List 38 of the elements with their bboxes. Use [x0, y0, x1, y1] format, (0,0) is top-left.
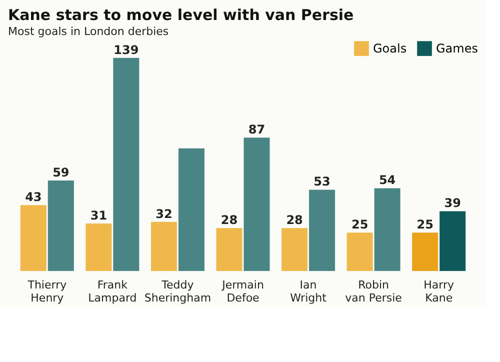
- bar: [412, 232, 438, 271]
- data-label: 25: [416, 218, 434, 232]
- bar: [216, 228, 242, 271]
- data-label: 53: [314, 174, 330, 189]
- bar: [282, 228, 308, 271]
- chart-title: Kane stars to move level with van Persie: [8, 6, 354, 24]
- data-label: 43: [25, 190, 42, 204]
- bar: [48, 180, 74, 271]
- data-label: 59: [52, 166, 70, 180]
- bar: [244, 138, 270, 271]
- x-tick-label: Jermain Defoe: [221, 278, 264, 304]
- data-label: 32: [156, 206, 172, 221]
- bar: [346, 232, 373, 271]
- data-label: 54: [378, 173, 396, 188]
- x-tick-label: Robin van Persie: [345, 278, 402, 304]
- chart-subtitle: Most goals in London derbies: [8, 25, 169, 38]
- data-label: 87: [248, 122, 266, 137]
- legend-label: Goals: [373, 42, 407, 56]
- bar: [86, 223, 112, 271]
- x-tick-label: Teddy Sheringham: [144, 278, 212, 304]
- x-tick-label: Frank Lampard: [88, 278, 137, 304]
- bar: [178, 148, 204, 271]
- bar: [309, 190, 336, 271]
- data-label: 25: [351, 218, 368, 232]
- data-label: 28: [286, 213, 303, 228]
- data-label: 28: [220, 213, 238, 228]
- data-label: 39: [444, 196, 461, 210]
- legend-label: Games: [436, 42, 478, 56]
- bar: [113, 58, 140, 271]
- data-label: 31: [90, 208, 108, 222]
- bar: [20, 205, 46, 271]
- bar: [150, 222, 177, 271]
- bar: [374, 188, 400, 271]
- data-label: 139: [114, 42, 139, 57]
- x-tick-label: Thierry Henry: [26, 278, 68, 304]
- bar: [440, 211, 466, 271]
- x-tick-label: Harry Kane: [424, 278, 455, 304]
- x-tick-label: Ian Wright: [290, 278, 328, 304]
